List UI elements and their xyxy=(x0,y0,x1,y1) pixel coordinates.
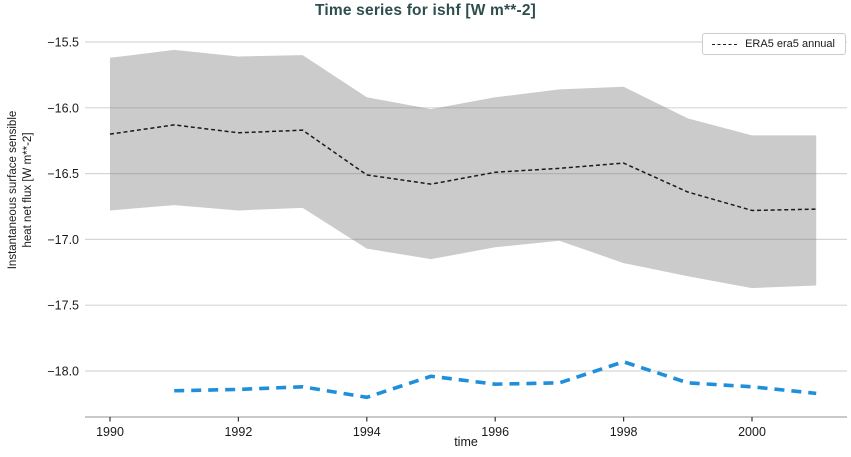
y-tick-label: −18.0 xyxy=(47,365,79,379)
x-axis-label: time xyxy=(454,435,478,449)
legend-dashed-line-icon xyxy=(712,43,738,45)
y-tick-label: −17.5 xyxy=(47,299,79,313)
legend[interactable]: ERA5 era5 annual xyxy=(702,33,846,55)
chart-title: Time series for ishf [W m**-2] xyxy=(314,2,537,19)
x-tick-label: 1998 xyxy=(610,425,638,439)
x-tick-label: 1996 xyxy=(481,425,509,439)
uncertainty-band xyxy=(110,49,817,289)
x-tick-label: 2000 xyxy=(738,425,766,439)
blue-dashed-line xyxy=(174,359,817,400)
y-tick-label: −16.0 xyxy=(47,101,79,115)
era5-annual-dashed-line xyxy=(109,124,817,212)
legend-label: ERA5 era5 annual xyxy=(745,38,835,50)
x-tick-label: 1990 xyxy=(96,425,124,439)
y-tick-label: −16.5 xyxy=(47,167,79,181)
y-tick-label: −15.5 xyxy=(47,36,79,50)
x-tick-label: 1994 xyxy=(353,425,381,439)
x-tick-label: 1992 xyxy=(224,425,252,439)
y-tick-label: −17.0 xyxy=(47,233,79,247)
